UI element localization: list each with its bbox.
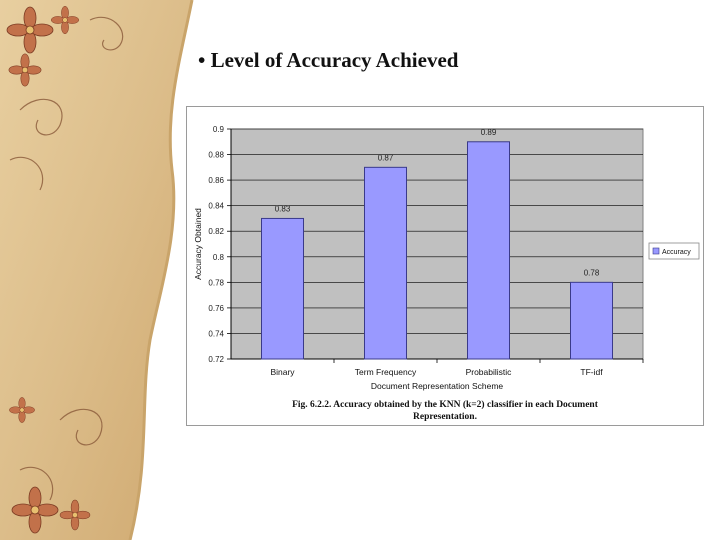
y-axis-label: Accuracy Obtained: [193, 208, 203, 280]
y-tick-label: 0.86: [208, 176, 224, 185]
y-tick-label: 0.82: [208, 227, 224, 236]
legend-swatch: [652, 247, 660, 255]
data-label: 0.89: [481, 128, 497, 137]
flower-decoration-icon: [6, 5, 91, 534]
y-tick-label: 0.78: [208, 278, 224, 287]
figure-panel: 0.9 0.88 0.86 0.84 0.82 0.8 0.78 0.76 0.74 0.72 0.…: [186, 106, 704, 426]
data-label: 0.83: [275, 204, 291, 213]
bar: [261, 217, 304, 360]
legend-label: Accuracy: [662, 249, 691, 256]
slide-title: • Level of Accuracy Achieved: [198, 48, 458, 73]
data-label: 0.78: [584, 268, 600, 277]
bar-chart: 0.9 0.88 0.86 0.84 0.82 0.8 0.78 0.76 0.74 0.72 0.…: [193, 125, 700, 391]
legend-box: [648, 242, 700, 260]
slide-title-text: Level of Accuracy Achieved: [210, 48, 459, 72]
y-tick-label: 0.76: [208, 304, 224, 313]
figure-caption-line1: Fig. 6.2.2. Accuracy obtained by the KNN…: [292, 400, 598, 410]
x-tick-label: Term Frequency: [355, 367, 417, 377]
bullet: •: [198, 48, 206, 72]
x-tick-label: Probabilistic: [466, 367, 513, 377]
x-axis-label: Document Representation Scheme: [371, 381, 504, 391]
y-tick-label: 0.84: [208, 202, 224, 211]
data-label: 0.87: [378, 153, 394, 162]
x-tick-label: TF-idf: [580, 367, 603, 377]
bar: [364, 166, 407, 360]
bar: [467, 141, 510, 360]
y-tick-label: 0.88: [208, 151, 224, 160]
y-tick-label: 0.72: [208, 355, 224, 364]
y-tick-label: 0.8: [213, 253, 225, 262]
y-tick-label: 0.74: [208, 329, 224, 338]
bar: [570, 281, 613, 360]
figure-caption-line2: Representation.: [413, 412, 477, 422]
y-tick-label: 0.9: [213, 125, 225, 134]
x-tick-label: Binary: [270, 367, 295, 377]
